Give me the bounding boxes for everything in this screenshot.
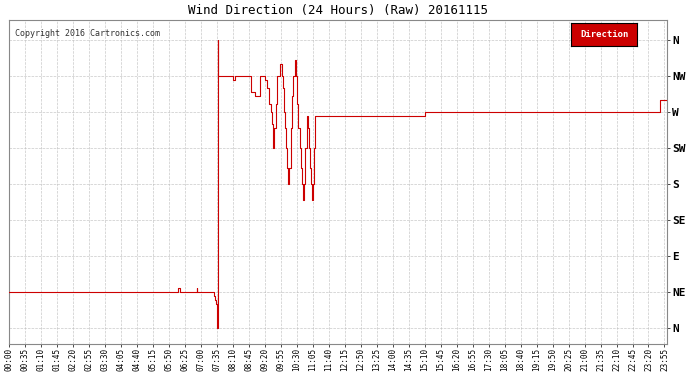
Title: Wind Direction (24 Hours) (Raw) 20161115: Wind Direction (24 Hours) (Raw) 20161115 — [188, 4, 488, 17]
Text: Copyright 2016 Cartronics.com: Copyright 2016 Cartronics.com — [15, 29, 160, 38]
